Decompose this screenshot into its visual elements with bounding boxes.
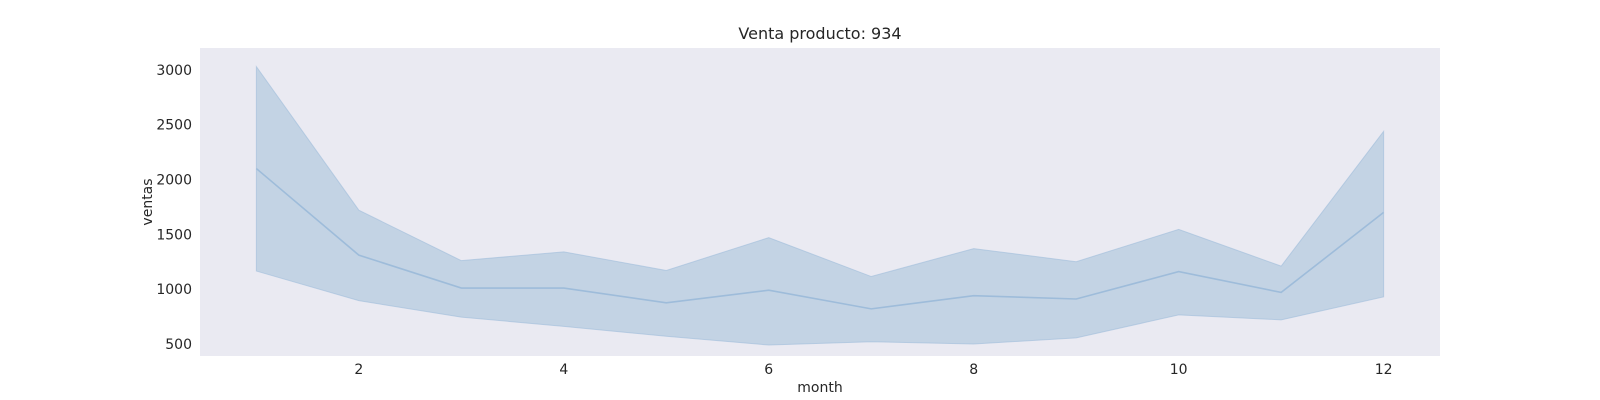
x-tick-label: 2	[354, 362, 363, 378]
x-axis-ticks: 2 4 6 8 10 12	[354, 362, 1392, 378]
x-tick-label: 12	[1375, 362, 1393, 378]
chart-title: Venta producto: 934	[738, 24, 901, 43]
y-tick-label: 3000	[156, 63, 192, 79]
y-tick-label: 2000	[156, 173, 192, 189]
series-line-layer	[255, 167, 1385, 310]
y-tick-label: 2500	[156, 118, 192, 134]
y-axis-ticks: 500 1000 1500 2000 2500 3000	[156, 63, 192, 353]
y-tick-label: 1000	[156, 282, 192, 298]
x-tick-label: 4	[559, 362, 568, 378]
series-line	[255, 167, 1385, 310]
x-axis-title: month	[797, 380, 842, 396]
x-tick-label: 8	[969, 362, 978, 378]
x-tick-label: 6	[764, 362, 773, 378]
confidence-band	[255, 65, 1385, 346]
y-tick-label: 500	[165, 337, 192, 353]
y-tick-label: 1500	[156, 227, 192, 243]
x-tick-label: 10	[1170, 362, 1188, 378]
y-axis-title: ventas	[140, 178, 156, 225]
confidence-band-layer	[255, 65, 1385, 346]
